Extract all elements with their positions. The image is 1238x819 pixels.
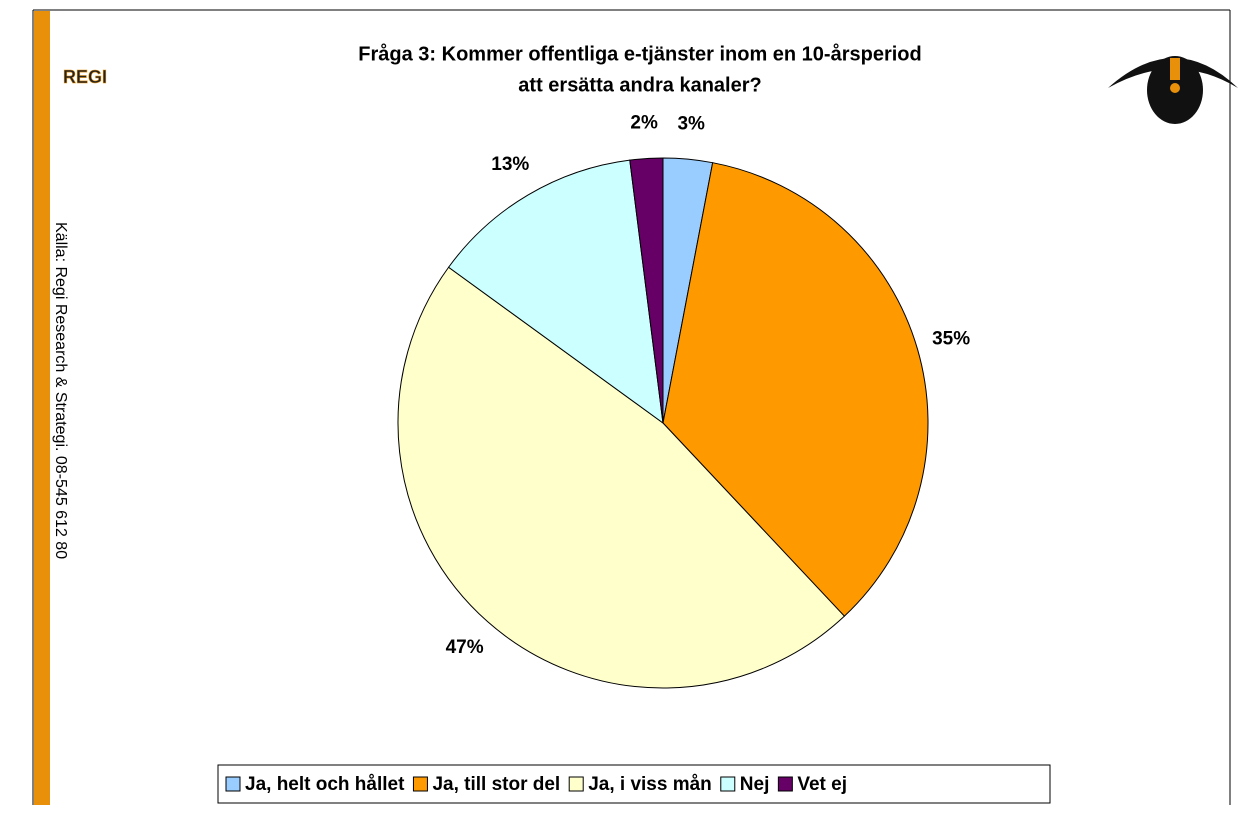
chart-title: Fråga 3: Kommer offentliga e-tjänster in… (358, 42, 921, 65)
legend-swatch (777, 776, 793, 792)
source: Källa: Regi Research & Strategi. 08-545 … (52, 222, 69, 559)
legend-swatch (412, 776, 428, 792)
legend-label: Nej (740, 774, 770, 795)
legend-swatch (225, 776, 241, 792)
pie-slice (397, 266, 846, 689)
data-label: 3% (677, 113, 705, 134)
data-label: 2% (630, 113, 658, 134)
pie-slice (629, 157, 664, 424)
chart-title: att ersätta andra kanaler? (518, 74, 761, 96)
data-label: 13% (491, 154, 529, 175)
legend-label: Vet ej (797, 774, 847, 795)
legend-label: Ja, i viss mån (588, 774, 712, 795)
legend-label: Ja, helt och hållet (245, 774, 405, 795)
legend-box (217, 764, 1051, 804)
data-label: 35% (932, 328, 970, 349)
pie-slice (662, 162, 929, 617)
legend-swatch (720, 776, 736, 792)
legend-swatch (568, 776, 584, 792)
pie-slice (447, 159, 664, 425)
data-label: 47% (446, 637, 484, 658)
logo: REGI (63, 67, 107, 87)
legend-label: Ja, till stor del (432, 774, 560, 795)
side-bar (34, 11, 50, 805)
eye-icon (1108, 56, 1238, 124)
